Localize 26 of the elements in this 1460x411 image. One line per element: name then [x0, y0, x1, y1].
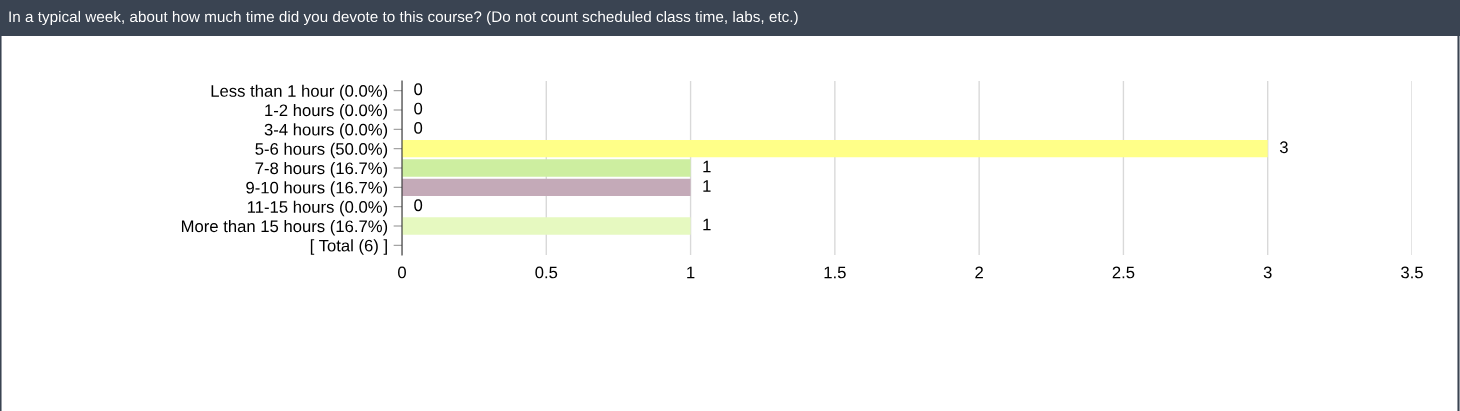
x-tick-label: 1	[687, 266, 695, 279]
y-tick-label: 7-8 hours (16.7%)	[255, 161, 388, 178]
chart-title: In a typical week, about how much time did you devote to this course? (Do not count scheduled class time, labs, etc.)	[9, 10, 798, 26]
y-tick-label: 3-4 hours (0.0%)	[264, 123, 388, 139]
x-tick-label: 3	[1263, 266, 1272, 279]
y-tick-label: [ Total (6) ]	[310, 239, 387, 255]
data-label: 0	[414, 102, 423, 115]
x-tick-label: 1.5	[824, 266, 846, 279]
x-tick-label: 3.5	[1401, 266, 1423, 279]
data-label: 0	[414, 199, 423, 212]
y-tick-label: More than 15 hours (16.7%)	[181, 219, 388, 236]
x-tick-label: 2	[975, 266, 983, 279]
y-tick-label: 5-6 hours (50.0%)	[255, 142, 388, 159]
x-tick-label: 2.5	[1112, 266, 1135, 279]
x-tick-label: 0	[398, 266, 406, 279]
y-tick-label: 9-10 hours (16.7%)	[246, 181, 388, 197]
y-tick-label: 11-15 hours (0.0%)	[247, 200, 388, 217]
data-label: 1	[703, 218, 711, 231]
y-tick-label: 1-2 hours (0.0%)	[265, 103, 388, 120]
x-tick-label: 0.5	[535, 266, 558, 279]
data-label: 3	[1279, 141, 1288, 154]
data-label: 0	[414, 122, 423, 134]
data-label: 1	[703, 160, 711, 173]
data-label: 1	[703, 180, 711, 192]
data-label: 0	[414, 83, 423, 96]
y-tick-label: Less than 1 hour (0.0%)	[211, 84, 388, 101]
